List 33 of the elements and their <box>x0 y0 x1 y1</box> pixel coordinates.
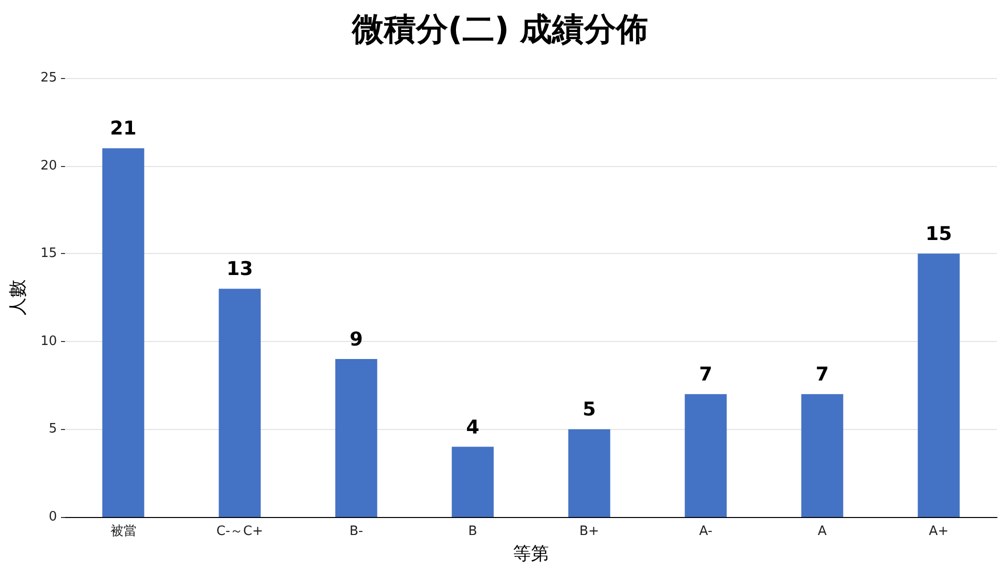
x-tick-label: B <box>468 524 478 539</box>
data-label: 13 <box>226 258 253 280</box>
data-label: 7 <box>816 364 829 386</box>
bar <box>335 358 378 517</box>
x-tick-label: 被當 <box>110 524 136 539</box>
x-axis-title: 等第 <box>513 544 549 564</box>
x-tick-label: A+ <box>928 524 949 539</box>
bar <box>801 394 844 517</box>
chart-title: 微積分(二) 成績分佈 <box>350 10 648 48</box>
y-tick-label: 10 <box>40 334 57 349</box>
bar <box>684 394 727 517</box>
x-tick-label: C-～C+ <box>216 524 264 539</box>
data-label: 4 <box>466 416 480 438</box>
data-label: 5 <box>582 398 596 421</box>
y-tick-label: 15 <box>40 246 57 262</box>
bar <box>218 288 261 517</box>
y-tick-label: 0 <box>48 510 57 524</box>
data-label: 21 <box>110 118 136 140</box>
y-axis-title: 人數 <box>8 280 28 316</box>
bar <box>452 446 494 517</box>
x-tick-label: A- <box>699 524 713 539</box>
bar <box>568 429 610 517</box>
y-tick-label: 5 <box>48 422 57 437</box>
x-tick-label: B- <box>349 524 364 539</box>
data-label: 15 <box>926 223 952 246</box>
y-tick-label: 25 <box>40 70 57 86</box>
data-label: 7 <box>699 364 712 386</box>
bar <box>918 254 960 517</box>
y-tick-label: 20 <box>40 158 57 174</box>
x-tick-label: A <box>818 524 827 539</box>
bar <box>102 148 144 517</box>
x-tick-label: B+ <box>579 524 600 539</box>
data-label: 9 <box>350 328 363 350</box>
